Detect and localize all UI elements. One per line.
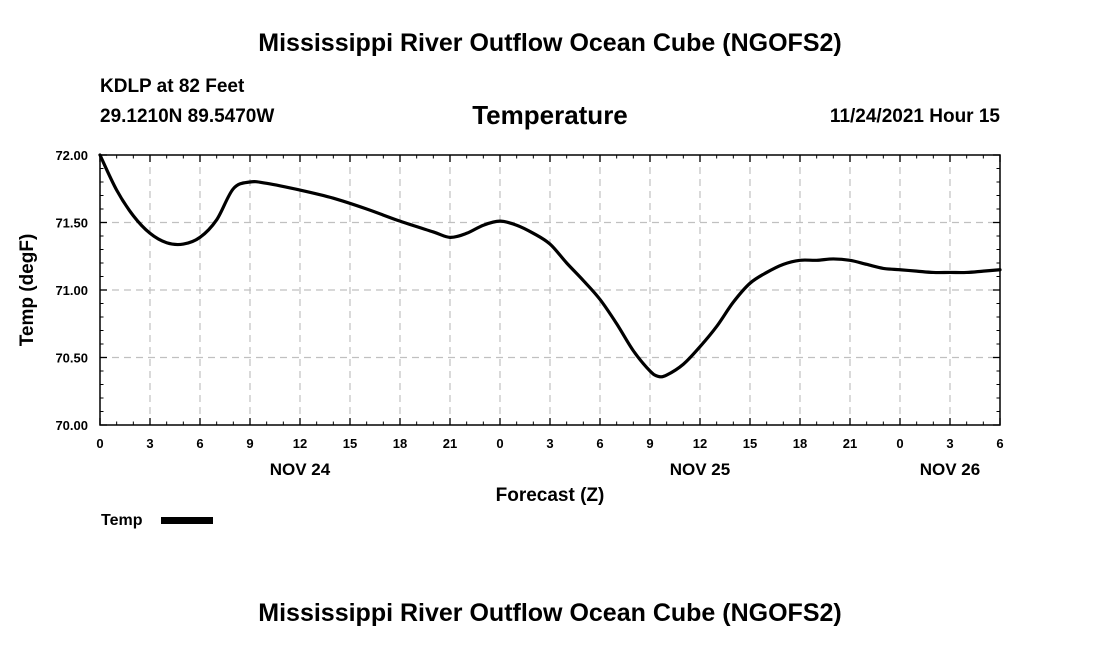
series-line-temp xyxy=(98,153,1002,379)
forecast-datetime: 11/24/2021 Hour 15 xyxy=(829,106,1000,127)
x-tick-label: 6 xyxy=(196,436,203,451)
grid-lines xyxy=(100,155,1000,425)
station-label: KDLP at 82 Feet xyxy=(100,76,245,97)
x-tick-label: 21 xyxy=(843,436,857,451)
x-tick-label: 21 xyxy=(443,436,457,451)
y-axis-title: Temp (degF) xyxy=(17,234,38,347)
tick-labels: 0 3 6 9 12 15 18 21 0 3 6 9 12 15 18 21 0 3 6 70.00 70.50 71.… xyxy=(55,148,1003,479)
x-tick-label: 18 xyxy=(393,436,407,451)
legend: Temp xyxy=(101,512,213,529)
station-coordinates: 29.1210N 89.5470W xyxy=(100,106,275,127)
axis-ticks xyxy=(99,154,1001,426)
x-tick-label: 12 xyxy=(693,436,707,451)
x-tick-label: 15 xyxy=(343,436,357,451)
chart-title: Temperature xyxy=(472,100,628,130)
legend-swatch-temp xyxy=(161,517,213,524)
y-tick-label: 71.50 xyxy=(55,216,88,231)
x-tick-label: 0 xyxy=(496,436,503,451)
x-tick-label: 3 xyxy=(546,436,553,451)
x-tick-label: 3 xyxy=(946,436,953,451)
x-day-label: NOV 26 xyxy=(920,460,980,479)
footer-title: Mississippi River Outflow Ocean Cube (NG… xyxy=(258,599,842,627)
x-day-label: NOV 24 xyxy=(270,460,331,479)
x-tick-label: 0 xyxy=(96,436,103,451)
x-tick-label: 9 xyxy=(646,436,653,451)
y-tick-label: 72.00 xyxy=(55,148,88,163)
legend-label-temp: Temp xyxy=(101,512,143,529)
x-tick-label: 3 xyxy=(146,436,153,451)
x-day-label: NOV 25 xyxy=(670,460,730,479)
x-tick-label: 6 xyxy=(996,436,1003,451)
y-tick-label: 70.00 xyxy=(55,418,88,433)
x-tick-label: 12 xyxy=(293,436,307,451)
x-tick-label: 6 xyxy=(596,436,603,451)
page-title: Mississippi River Outflow Ocean Cube (NG… xyxy=(258,29,842,57)
x-tick-label: 0 xyxy=(896,436,903,451)
y-tick-label: 71.00 xyxy=(55,283,88,298)
x-tick-label: 15 xyxy=(743,436,757,451)
y-tick-label: 70.50 xyxy=(55,351,88,366)
x-tick-label: 18 xyxy=(793,436,807,451)
x-tick-label: 9 xyxy=(246,436,253,451)
x-axis-title: Forecast (Z) xyxy=(496,485,605,506)
